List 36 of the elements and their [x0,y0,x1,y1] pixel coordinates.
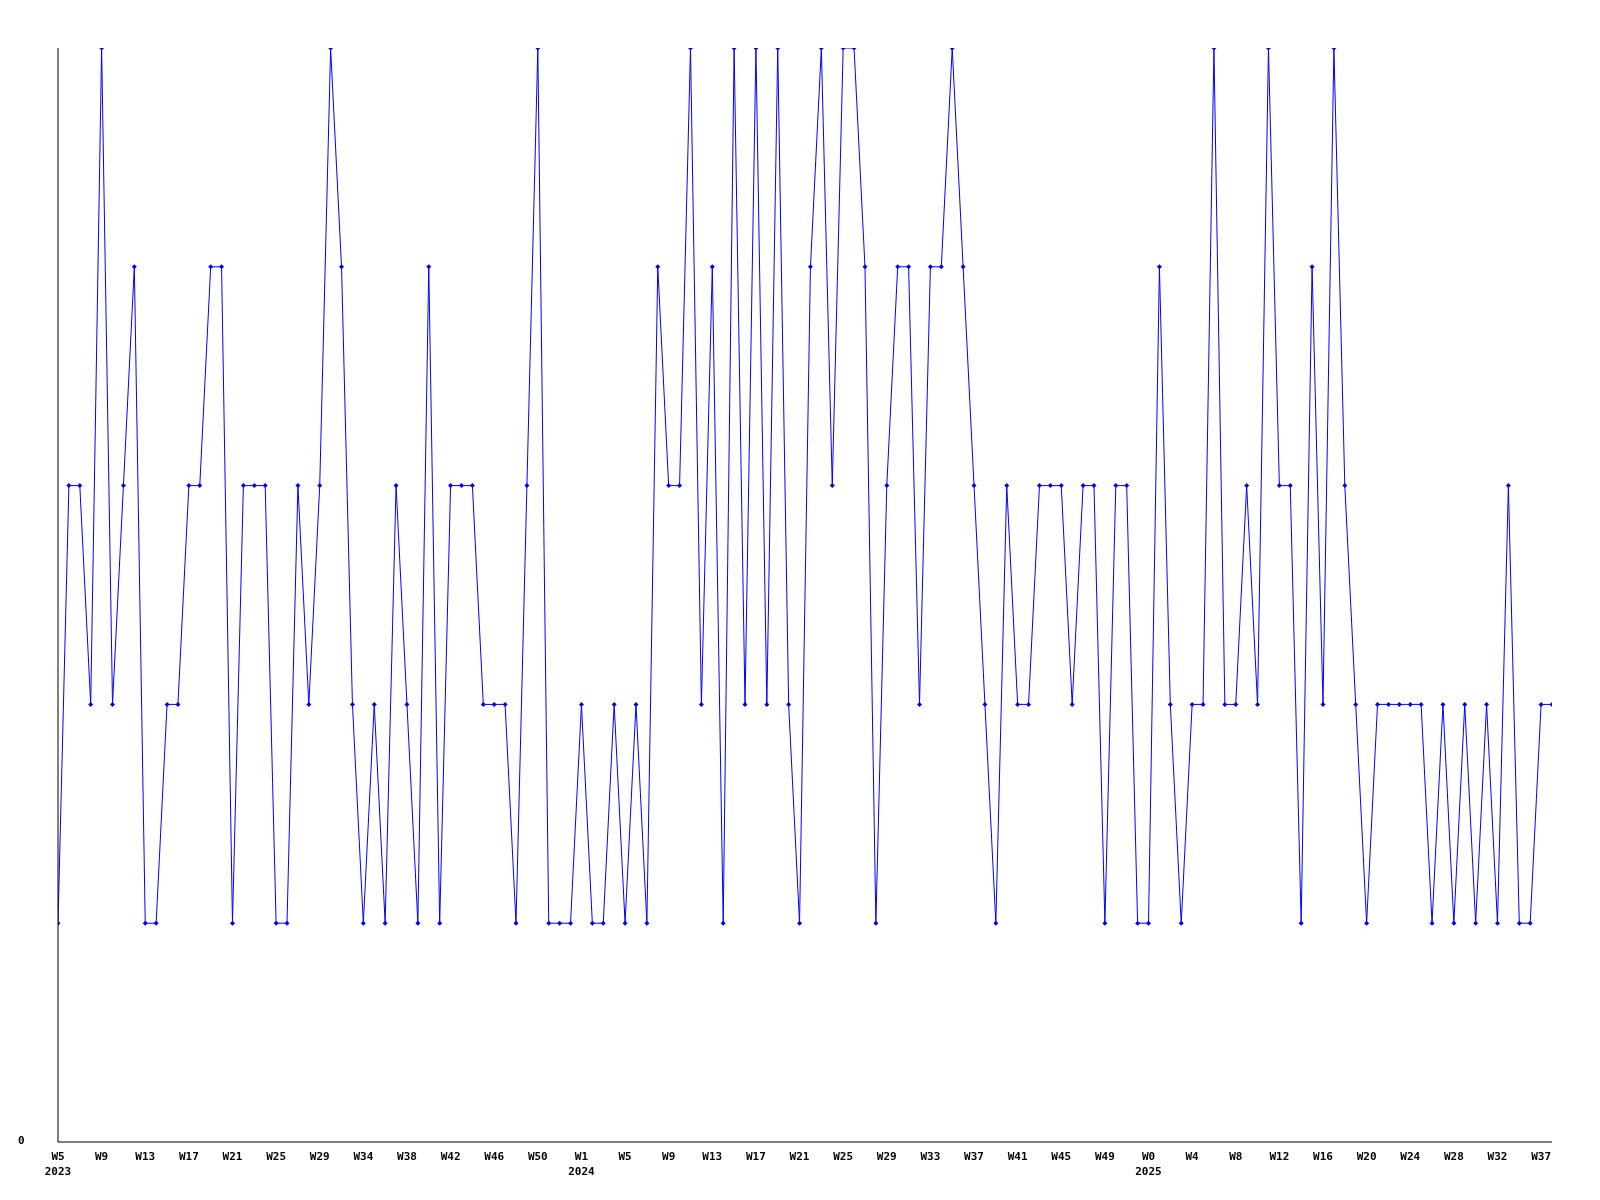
x-tick-label: W21 [789,1150,810,1163]
x-tick-label: W41 [1007,1150,1028,1163]
x-tick-label: W5 2023 [44,1150,72,1178]
x-tick-label: W9 [95,1150,109,1163]
x-tick-label: W29 [876,1150,897,1163]
x-tick-label: W32 [1487,1150,1508,1163]
x-tick-label: W13 [702,1150,723,1163]
x-tick-label: W16 [1313,1150,1334,1163]
x-tick-label: W4 [1185,1150,1200,1163]
x-tick-label: W0 2025 [1135,1150,1162,1178]
x-tick-label: W9 [662,1150,676,1163]
x-tick-label: W42 [440,1150,461,1163]
x-tick-label: W8 [1229,1150,1243,1163]
text: 0 [18,1134,25,1147]
x-tick-label: W17 [745,1150,766,1163]
x-tick-label: W45 [1051,1150,1072,1163]
x-tick-label: W46 [484,1150,505,1163]
x-tick-label: W49 [1094,1150,1115,1163]
x-tick-label: W37 [964,1150,984,1163]
x-tick-label: W34 [353,1150,374,1163]
x-tick-label: W1 2024 [568,1150,596,1178]
x-tick-label: W50 [527,1150,548,1163]
x-tick-label: W21 [222,1150,243,1163]
x-tick-label: W20 [1356,1150,1377,1163]
x-tick-label: W28 [1443,1150,1464,1163]
x-tick-label: W5 [618,1150,632,1163]
x-tick-label: W38 [397,1150,417,1163]
x-tick-label: W13 [135,1150,156,1163]
x-tick-label: W12 [1269,1150,1290,1163]
x-tick-label: W29 [309,1150,330,1163]
x-tick-label: W25 [833,1150,854,1163]
x-tick-label: W25 [266,1150,287,1163]
x-tick-label: W37 [1531,1150,1552,1163]
x-tick-label: W17 [178,1150,199,1163]
x-tick-label: W33 [920,1150,941,1163]
x-tick-label: W24 [1400,1150,1421,1163]
